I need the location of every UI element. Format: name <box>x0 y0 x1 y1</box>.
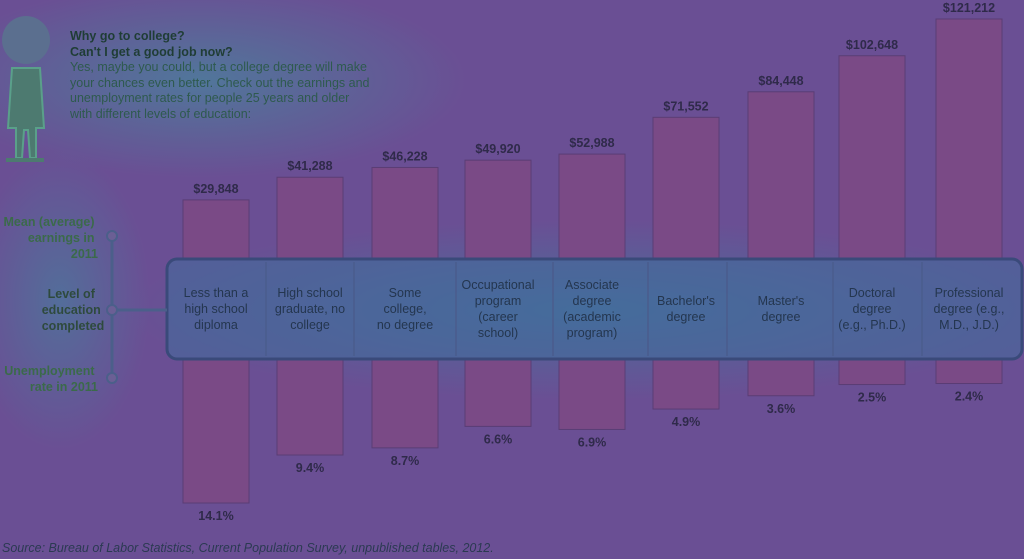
unemployment-value-label: 14.1% <box>198 509 233 523</box>
source-note: Source: Bureau of Labor Statistics, Curr… <box>2 541 494 555</box>
earnings-bars <box>182 18 1003 260</box>
earnings-bar <box>276 176 344 260</box>
earnings-bar <box>935 18 1003 260</box>
unemployment-bar <box>558 358 626 430</box>
unemployment-value-label: 4.9% <box>672 415 701 429</box>
earnings-value-label: $52,988 <box>569 136 614 150</box>
intro-subheading: Can't I get a good job now? <box>70 44 233 59</box>
intro-text: Why go to college? Can't I get a good jo… <box>70 29 370 122</box>
intro-heading: Why go to college? <box>70 29 185 43</box>
unemployment-bars <box>182 358 1003 504</box>
earnings-bar <box>747 91 815 260</box>
unemployment-side-label: Unemployment rate in 2011 <box>4 364 98 394</box>
earnings-bar <box>371 166 439 260</box>
earnings-value-label: $29,848 <box>193 182 238 196</box>
unemployment-value-label: 6.9% <box>578 435 607 449</box>
unemployment-value-label: 3.6% <box>767 402 796 416</box>
earnings-value-label: $41,288 <box>287 159 332 173</box>
unemployment-bar <box>371 358 439 449</box>
category-label: Occupational program (career school) <box>462 278 535 340</box>
category-label: Professional degree (e.g., M.D., J.D.) <box>934 286 1005 332</box>
category-label: Less than a high school diploma <box>184 286 249 332</box>
earnings-value-label: $102,648 <box>846 38 898 52</box>
earnings-value-label: $121,212 <box>943 1 995 15</box>
earnings-axis-dot <box>106 230 118 242</box>
category-label: Master's degree <box>758 294 805 324</box>
unemployment-value-label: 9.4% <box>296 461 325 475</box>
unemployment-bar <box>838 358 906 386</box>
level-axis-dot <box>106 304 118 316</box>
level-side-label: Level of education completed <box>42 287 105 333</box>
earnings-bar <box>464 159 532 260</box>
unemployment-value-label: 8.7% <box>391 454 420 468</box>
unemployment-bar <box>652 358 720 410</box>
category-label: Some college, no degree <box>377 286 433 332</box>
unemployment-value-label: 6.6% <box>484 432 513 446</box>
unemployment-bar <box>276 358 344 456</box>
unemployment-bar <box>747 358 815 397</box>
category-label: Doctoral degree (e.g., Ph.D.) <box>838 286 905 332</box>
earnings-value-label: $71,552 <box>663 99 708 113</box>
unemployment-axis-dot <box>106 372 118 384</box>
earnings-value-label: $46,228 <box>382 149 427 163</box>
panel-dividers <box>265 262 923 356</box>
category-label: Bachelor's degree <box>657 294 715 324</box>
earnings-labels: $29,848 $41,288 $46,228 $49,920 $52,988 $71,5… <box>193 1 995 196</box>
student-icon <box>2 16 50 162</box>
earnings-bar <box>838 55 906 260</box>
earnings-bar <box>182 199 250 260</box>
category-labels: Less than a high school diploma High school… <box>184 278 1005 340</box>
earnings-value-label: $49,920 <box>475 142 520 156</box>
earnings-bar <box>652 116 720 260</box>
unemployment-bar <box>182 358 250 504</box>
category-label: High school graduate, no college <box>275 286 345 332</box>
unemployment-value-label: 2.4% <box>955 390 984 404</box>
earnings-side-label: Mean (average) earnings in 2011 <box>4 215 99 261</box>
unemployment-bar <box>464 358 532 427</box>
unemployment-labels: 14.1% 9.4% 8.7% 6.6% 6.9% 4.9% 3.6% 2.5% 2.4% <box>198 390 983 523</box>
unemployment-bar <box>935 358 1003 385</box>
earnings-bar <box>558 153 626 260</box>
unemployment-value-label: 2.5% <box>858 391 887 405</box>
earnings-value-label: $84,448 <box>758 74 803 88</box>
intro-body: Yes, maybe you could, but a college degr… <box>70 60 370 121</box>
category-label: Associate degree (academic program) <box>563 278 621 340</box>
